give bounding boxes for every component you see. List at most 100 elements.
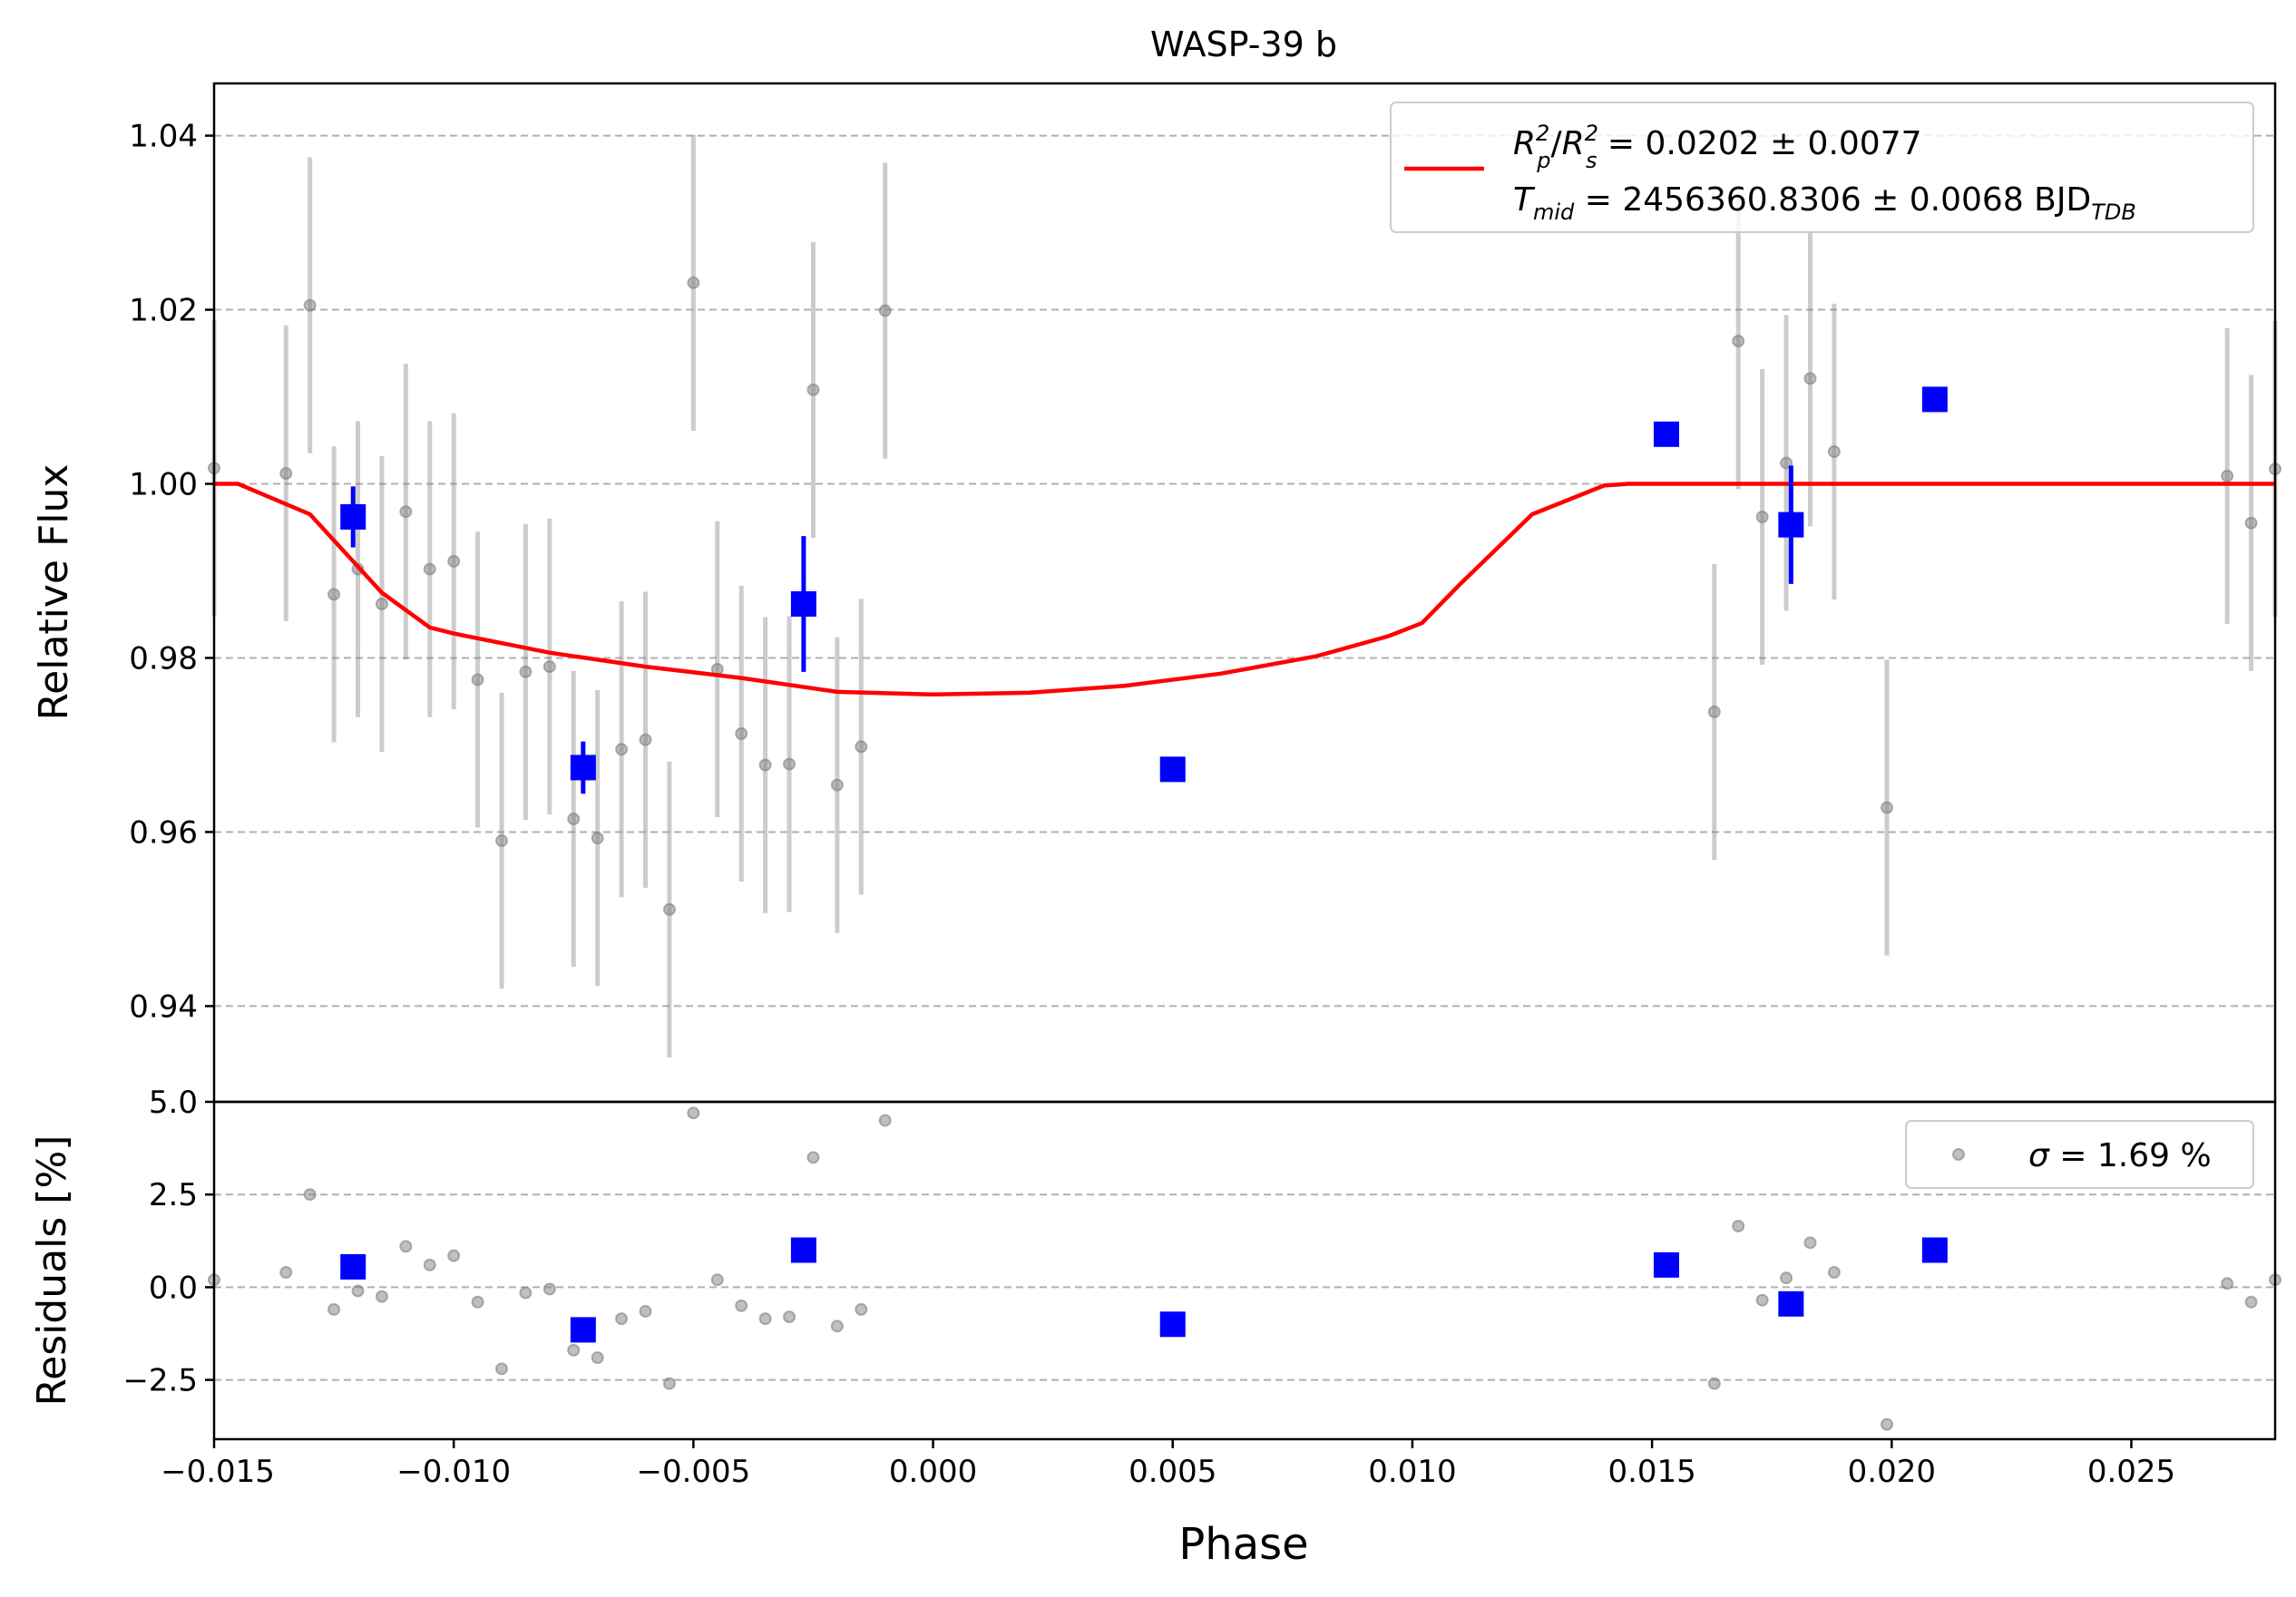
bottom-raw-point (855, 1302, 868, 1316)
bottom-raw-point (1732, 1219, 1745, 1232)
top-legend-box (1390, 102, 2254, 233)
bottom-raw-point (1755, 1293, 1769, 1307)
top-y-axis-label: Relative Flux (31, 464, 77, 721)
legend-mid-transit-time: Tmid = 2456360.8306 ± 0.0068 BJDTDB (1513, 181, 2136, 225)
top-y-tick-label: 0.96 (129, 814, 198, 851)
top-raw-point (375, 597, 388, 610)
bottom-panel-frame (212, 1100, 2277, 1441)
x-tick-label: −0.010 (396, 1454, 511, 1490)
bottom-raw-point (423, 1258, 436, 1271)
bottom-raw-point (591, 1351, 604, 1365)
top-raw-point (399, 505, 413, 519)
top-raw-point (878, 304, 892, 317)
legend-sigma: σ = 1.69 % (2028, 1137, 2212, 1174)
top-raw-point (735, 726, 748, 740)
bottom-raw-point (710, 1273, 724, 1287)
top-raw-point (303, 298, 317, 312)
bottom-raw-point (615, 1312, 629, 1326)
x-axis-label: Phase (1178, 1519, 1308, 1570)
top-raw-point (1881, 801, 1894, 814)
top-raw-point (687, 276, 700, 289)
x-tick-label: 0.020 (1848, 1454, 1936, 1490)
top-raw-point (591, 832, 604, 845)
bottom-raw-point (447, 1249, 461, 1262)
top-y-tick-label: 1.02 (129, 293, 198, 329)
bottom-raw-point (2221, 1277, 2234, 1290)
bottom-y-tick-label: 0.0 (149, 1270, 198, 1306)
top-gridlines (214, 134, 2275, 1008)
top-raw-point (615, 743, 629, 756)
top-y-tick-label: 0.98 (129, 640, 198, 677)
transit-model-curve (214, 482, 2275, 697)
bottom-binned-point (790, 1237, 816, 1263)
bottom-binned-point (1653, 1251, 1679, 1278)
bottom-raw-point (1827, 1266, 1841, 1280)
bottom-binned-points (340, 1237, 1948, 1343)
bottom-raw-point (351, 1284, 365, 1298)
top-raw-point (327, 588, 341, 601)
top-raw-point (471, 673, 484, 687)
bottom-binned-point (570, 1317, 596, 1343)
top-raw-point (1803, 372, 1817, 385)
top-y-tick-label: 1.04 (129, 119, 198, 155)
top-binned-points (340, 386, 1948, 794)
bottom-y-ticks: −2.5 0.0 2.5 5.0 (122, 1085, 214, 1399)
x-tick-label: 0.025 (2087, 1454, 2175, 1490)
bottom-raw-points (208, 1106, 2281, 1431)
top-raw-point (783, 757, 796, 771)
top-raw-point (1732, 335, 1745, 348)
bottom-raw-point (1780, 1271, 1793, 1285)
bottom-y-axis-label: Residuals [%] (29, 1135, 75, 1407)
top-raw-point (639, 733, 652, 746)
top-raw-point (279, 467, 293, 481)
x-tick-label: 0.000 (889, 1454, 977, 1490)
bottom-raw-point (878, 1114, 892, 1127)
top-binned-point (1778, 511, 1804, 538)
bottom-legend: σ = 1.69 % (1905, 1120, 2254, 1189)
bottom-raw-point (567, 1343, 581, 1357)
bottom-raw-point (783, 1310, 796, 1324)
bottom-binned-point (1159, 1311, 1186, 1338)
top-raw-point (495, 834, 509, 848)
bottom-binned-point (1778, 1290, 1804, 1317)
bottom-legend-box (1905, 1120, 2254, 1189)
top-raw-point (2244, 516, 2258, 530)
top-raw-point (806, 383, 820, 396)
bottom-raw-point (639, 1304, 652, 1318)
top-raw-point (2221, 469, 2234, 482)
bottom-raw-point (758, 1312, 772, 1326)
bottom-y-tick-label: 2.5 (149, 1177, 198, 1213)
bottom-raw-point (1881, 1417, 1894, 1431)
legend-radius-ratio: R2 p/R2 s = 0.0202 ± 0.0077 (1513, 121, 1922, 173)
x-tick-label: 0.015 (1607, 1454, 1695, 1490)
top-binned-point (790, 590, 816, 617)
top-legend: R2 p/R2 s = 0.0202 ± 0.0077 Tmid = 2456360… (1390, 102, 2254, 233)
top-raw-point (519, 665, 532, 678)
legend-residual-marker (1952, 1148, 1965, 1161)
x-tick-label: 0.005 (1128, 1454, 1216, 1490)
top-raw-point (758, 758, 772, 772)
bottom-raw-point (327, 1302, 341, 1316)
x-tick-label: 0.010 (1368, 1454, 1456, 1490)
bottom-raw-point (1707, 1377, 1721, 1390)
bottom-raw-point (471, 1295, 484, 1309)
top-panel: 0.94 0.96 0.98 1.00 1.02 1.04 Relative Flux R… (31, 82, 2281, 1104)
top-y-tick-label: 1.00 (129, 467, 198, 503)
bottom-raw-point (399, 1240, 413, 1253)
bottom-y-tick-label: 5.0 (149, 1085, 198, 1121)
top-y-tick-label: 0.94 (129, 988, 198, 1025)
top-raw-point (447, 554, 461, 568)
top-binned-point (1159, 756, 1186, 783)
chart-title: WASP-39 b (1150, 24, 1337, 64)
top-binned-point (1921, 386, 1948, 413)
x-tick-label: −0.015 (161, 1454, 275, 1490)
bottom-raw-point (279, 1266, 293, 1280)
top-raw-point (855, 740, 868, 754)
x-tick-label: −0.005 (636, 1454, 750, 1490)
bottom-raw-point (662, 1377, 676, 1390)
bottom-raw-point (542, 1282, 556, 1296)
top-raw-point (1827, 445, 1841, 459)
top-raw-point (830, 778, 844, 792)
bottom-raw-point (375, 1290, 388, 1303)
